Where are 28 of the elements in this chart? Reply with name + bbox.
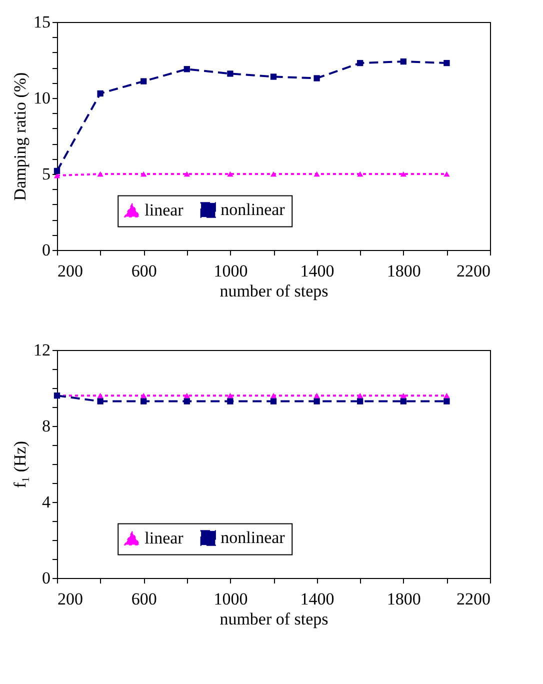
y-axis-title: Damping ratio (%) <box>10 72 30 201</box>
x-tick-label: 200 <box>58 590 83 608</box>
y-tick-label: 10 <box>34 88 50 108</box>
x-tick-label: 1000 <box>214 262 248 280</box>
x-tick-label: 600 <box>131 262 157 280</box>
x-tick-label: 200 <box>58 262 83 280</box>
x-axis-title: number of steps <box>220 282 328 300</box>
y-axis-title: f₁ (Hz) <box>10 441 30 488</box>
y-tick-label: 0 <box>42 568 50 588</box>
y-tick-label: 5 <box>42 164 50 184</box>
x-tick-label: 2200 <box>456 590 490 608</box>
x-tick-label: 1400 <box>300 262 334 280</box>
x-tick-label: 1400 <box>300 590 334 608</box>
legend-label: linear <box>144 528 184 548</box>
legend-label: linear <box>144 200 184 220</box>
y-tick-label: 0 <box>42 240 50 260</box>
x-tick-label: 1800 <box>386 262 421 280</box>
legend-label: nonlinear <box>220 528 286 547</box>
y-tick-label: 8 <box>42 416 50 436</box>
y-tick-label: 4 <box>42 492 51 512</box>
legend-label: nonlinear <box>220 200 286 219</box>
x-tick-label: 600 <box>131 590 157 608</box>
x-tick-label: 2200 <box>456 262 490 280</box>
x-tick-label: 1000 <box>214 590 248 608</box>
y-tick-label: 15 <box>34 12 50 32</box>
y-tick-label: 12 <box>34 340 50 360</box>
x-tick-label: 1800 <box>386 590 421 608</box>
x-axis-title: number of steps <box>220 610 328 628</box>
